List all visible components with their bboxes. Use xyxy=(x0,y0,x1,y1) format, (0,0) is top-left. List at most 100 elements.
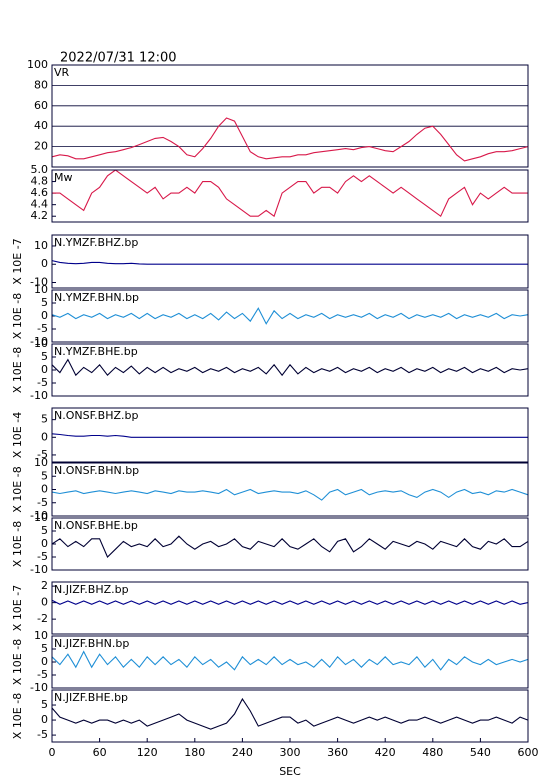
y-tick-label: 4.6 xyxy=(31,186,49,199)
trace-line xyxy=(51,650,529,671)
y-tick-label: -5 xyxy=(37,448,48,461)
y-tick-label: 0 xyxy=(41,596,48,609)
panel-frame xyxy=(51,169,529,223)
y-tick-label: 0 xyxy=(41,537,48,550)
trace-line xyxy=(51,535,529,558)
x-tick-label: 0 xyxy=(49,746,56,759)
y-tick-label: 4.4 xyxy=(31,198,49,211)
y-axis-label: X 10E -8 xyxy=(11,521,24,567)
panel-label: N.JIZF.BHN.bp xyxy=(54,637,129,650)
x-tick-label: 360 xyxy=(327,746,348,759)
x-tick-label: 480 xyxy=(422,746,443,759)
panel-frame xyxy=(51,462,529,517)
y-axis-label: X 10E -8 xyxy=(11,639,24,685)
trace-line xyxy=(51,117,529,162)
y-tick-label: 2 xyxy=(41,579,48,592)
panel-label: VR xyxy=(54,66,70,79)
panel-frame xyxy=(51,517,529,571)
y-tick-label: 5 xyxy=(41,698,48,711)
y-tick-label: 5 xyxy=(41,413,48,426)
y-axis-label: X 10E -7 xyxy=(11,585,24,631)
panel-label: N.ONSF.BHZ.bp xyxy=(54,409,138,422)
panel-frame xyxy=(51,343,529,397)
y-tick-label: 10 xyxy=(34,456,48,469)
trace-line xyxy=(51,599,529,605)
panel-frame xyxy=(51,64,529,168)
y-tick-label: 5 xyxy=(41,469,48,482)
chart-title: 2022/07/31 12:00 xyxy=(60,51,177,66)
y-tick-label: -5 xyxy=(37,496,48,509)
y-tick-label: 5 xyxy=(41,296,48,309)
y-tick-label: -10 xyxy=(30,563,48,576)
y-tick-label: 40 xyxy=(34,119,48,132)
panel-label: N.ONSF.BHN.bp xyxy=(54,464,139,477)
trace-line xyxy=(52,169,528,218)
x-tick-label: 120 xyxy=(137,746,158,759)
y-tick-label: 5 xyxy=(41,642,48,655)
panel-label: N.ONSF.BHE.bp xyxy=(54,519,138,532)
y-tick-label: 10 xyxy=(34,283,48,296)
trace-line xyxy=(51,433,528,438)
trace-line xyxy=(51,307,529,325)
trace-line xyxy=(51,260,528,265)
y-tick-label: -5 xyxy=(37,668,48,681)
trace-line xyxy=(51,697,529,730)
panel-frame xyxy=(51,635,529,689)
y-tick-label: 60 xyxy=(34,99,48,112)
y-tick-label: 0 xyxy=(41,309,48,322)
y-tick-label: 100 xyxy=(27,58,48,71)
y-tick-label: 10 xyxy=(34,629,48,642)
y-tick-label: 5.0 xyxy=(31,163,49,176)
panel-label: N.JIZF.BHZ.bp xyxy=(54,583,129,596)
y-tick-label: 5 xyxy=(41,350,48,363)
y-tick-label: -10 xyxy=(30,389,48,402)
y-tick-label: 0 xyxy=(41,655,48,668)
y-tick-label: 0 xyxy=(41,363,48,376)
y-tick-label: 0 xyxy=(41,430,48,443)
y-tick-label: 10 xyxy=(34,239,48,252)
y-tick-label: 0 xyxy=(41,257,48,270)
x-axis-label: SEC xyxy=(279,765,301,778)
y-axis-label: X 10E -8 xyxy=(11,693,24,739)
y-tick-label: 0 xyxy=(41,713,48,726)
y-tick-label: 0 xyxy=(41,483,48,496)
y-tick-label: -2 xyxy=(37,612,48,625)
y-tick-label: 10 xyxy=(34,337,48,350)
x-tick-label: 60 xyxy=(93,746,107,759)
y-tick-label: -10 xyxy=(30,276,48,289)
x-tick-label: 420 xyxy=(375,746,396,759)
panel-label: N.JIZF.BHE.bp xyxy=(54,691,128,704)
trace-line xyxy=(51,488,529,501)
x-tick-label: 540 xyxy=(470,746,491,759)
panel-frame xyxy=(51,581,529,635)
y-tick-label: -10 xyxy=(30,681,48,694)
y-axis-label: X 10E -8 xyxy=(11,347,24,393)
panel-label: N.YMZF.BHN.bp xyxy=(54,291,139,304)
y-tick-label: 4.2 xyxy=(31,209,49,222)
x-tick-label: 240 xyxy=(232,746,253,759)
panel-label: Mw xyxy=(54,171,73,184)
y-tick-label: -5 xyxy=(37,728,48,741)
panel-frame xyxy=(51,289,529,343)
y-tick-label: 20 xyxy=(34,140,48,153)
x-tick-label: 180 xyxy=(184,746,205,759)
y-tick-label: 5 xyxy=(41,524,48,537)
y-tick-label: 10 xyxy=(34,511,48,524)
y-tick-label: -5 xyxy=(37,550,48,563)
x-tick-label: 300 xyxy=(280,746,301,759)
panel-frame xyxy=(51,407,529,463)
y-tick-label: -5 xyxy=(37,322,48,335)
y-tick-label: -10 xyxy=(30,335,48,348)
y-tick-label: 80 xyxy=(34,78,48,91)
y-axis-label: X 10E -4 xyxy=(11,412,24,458)
panel-label: N.YMZF.BHE.bp xyxy=(54,345,138,358)
y-tick-label: -5 xyxy=(37,376,48,389)
panel-frame xyxy=(51,234,529,289)
panel-label: N.YMZF.BHZ.bp xyxy=(54,236,138,249)
trace-line xyxy=(51,358,529,377)
y-tick-label: 4.8 xyxy=(31,175,49,188)
y-axis-label: X 10E -7 xyxy=(11,238,24,284)
y-tick-label: -10 xyxy=(30,509,48,522)
y-axis-label: X 10E -8 xyxy=(11,293,24,339)
